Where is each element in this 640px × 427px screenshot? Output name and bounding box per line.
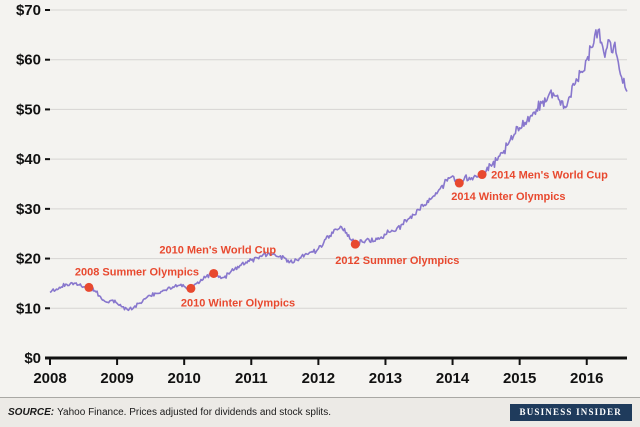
x-axis-label: 2008 [33, 370, 66, 387]
source-description: Yahoo Finance. Prices adjusted for divid… [57, 407, 331, 418]
event-label: 2014 Men's World Cup [491, 170, 608, 182]
x-axis-label: 2015 [503, 370, 536, 387]
y-axis-label: $0 [24, 350, 41, 367]
x-axis-label: 2013 [369, 370, 402, 387]
event-dot [477, 170, 487, 180]
price-line [49, 28, 628, 312]
stock-price-chart: $0 $10 $20 $30 $40 $50 $60 $70 2008 2009 2010 2011 2… [16, 2, 628, 387]
event-label: 2014 Winter Olympics [451, 191, 565, 203]
event-label: 2012 Summer Olympics [335, 255, 459, 267]
y-axis-label: $70 [16, 2, 41, 19]
event-label: 2010 Winter Olympics [181, 297, 295, 309]
y-axis-label: $10 [16, 300, 41, 317]
x-axis-label: 2010 [167, 370, 200, 387]
x-axis-label: 2012 [302, 370, 335, 387]
x-axis-label: 2014 [436, 370, 470, 387]
y-axis-label: $50 [16, 101, 41, 118]
chart-canvas: $0 $10 $20 $30 $40 $50 $60 $70 2008 2009 2010 2011 2… [16, 2, 628, 387]
event-label: 2008 Summer Olympics [75, 266, 199, 278]
event-dot [84, 282, 94, 292]
event-dot [186, 283, 196, 293]
x-axis-label: 2009 [100, 370, 133, 387]
y-axis-label: $40 [16, 151, 41, 168]
x-axis-label: 2011 [235, 370, 268, 387]
y-axis-label: $30 [16, 201, 41, 218]
y-axis-label: $20 [16, 251, 41, 268]
source-text: SOURCE: Yahoo Finance. Prices adjusted fo… [8, 407, 331, 418]
event-dot [350, 239, 360, 249]
source-bar: SOURCE: Yahoo Finance. Prices adjusted fo… [0, 397, 640, 427]
event-label: 2010 Men's World Cup [159, 244, 276, 256]
event-dot [454, 178, 464, 188]
event-dot [209, 268, 219, 278]
business-insider-logo: BUSINESS INSIDER [509, 404, 632, 421]
y-axis-label: $60 [16, 52, 41, 69]
source-label: SOURCE: [8, 407, 55, 418]
x-axis-label: 2016 [570, 370, 603, 387]
